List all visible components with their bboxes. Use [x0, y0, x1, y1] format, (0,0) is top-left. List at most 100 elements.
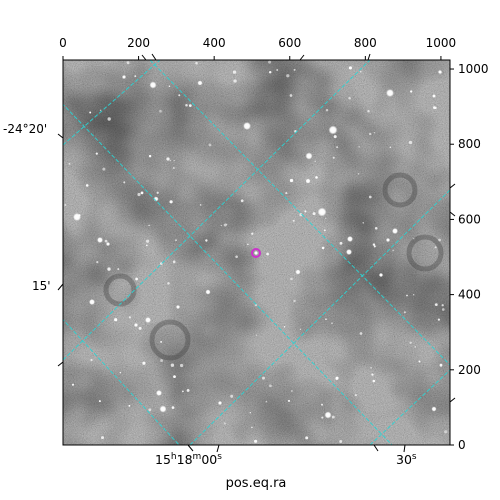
faint-star	[408, 140, 413, 145]
faint-star	[135, 277, 138, 281]
faint-star	[240, 199, 244, 203]
dark-patch	[149, 319, 191, 361]
faint-star	[205, 239, 208, 242]
faint-star	[126, 61, 130, 65]
grid-line	[63, 103, 393, 445]
faint-star	[359, 332, 363, 335]
star	[205, 289, 211, 295]
star	[295, 269, 301, 275]
faint-star	[98, 400, 101, 403]
faint-star	[368, 195, 372, 199]
faint-star	[134, 75, 137, 77]
faint-star	[406, 294, 408, 297]
faint-star	[90, 358, 93, 362]
faint-star	[180, 363, 184, 368]
star	[346, 249, 352, 255]
right-axis-tick-label: 200	[458, 363, 481, 377]
faint-star	[170, 363, 175, 367]
faint-star	[438, 238, 441, 242]
faint-star	[182, 390, 184, 393]
faint-star	[268, 70, 272, 74]
faint-star	[128, 404, 131, 407]
faint-star	[286, 74, 290, 78]
faint-star	[413, 238, 415, 240]
faint-star	[333, 135, 337, 139]
ra-label-151800: 15h18m00s	[155, 452, 222, 467]
faint-star	[362, 222, 364, 224]
faint-star	[331, 322, 333, 325]
star	[122, 75, 126, 79]
right-axis-tick-label: 800	[458, 137, 481, 151]
faint-star	[172, 260, 176, 264]
faint-star	[148, 154, 152, 158]
faint-star	[140, 191, 144, 195]
faint-star	[235, 255, 238, 259]
grid-line	[189, 189, 450, 445]
faint-star	[145, 239, 150, 243]
star	[392, 228, 398, 234]
star	[386, 89, 394, 97]
faint-star	[434, 246, 437, 249]
grid-line	[63, 60, 161, 146]
faint-star	[373, 132, 376, 134]
faint-star	[325, 318, 327, 320]
faint-star	[268, 60, 272, 64]
faint-star	[173, 159, 175, 162]
star	[431, 406, 437, 412]
faint-star	[418, 360, 421, 363]
faint-star	[348, 66, 352, 70]
faint-star	[101, 436, 104, 440]
faint-star	[374, 227, 378, 230]
faint-star	[199, 204, 202, 206]
faint-star	[160, 340, 163, 343]
faint-star	[172, 166, 175, 170]
star	[317, 207, 327, 217]
faint-star	[145, 244, 148, 247]
faint-star	[254, 303, 258, 307]
faint-star	[332, 156, 335, 159]
faint-star	[367, 109, 370, 113]
faint-star	[348, 97, 351, 100]
star	[106, 242, 110, 246]
faint-star	[358, 146, 360, 148]
faint-star	[255, 334, 258, 336]
faint-star	[186, 388, 190, 392]
star	[145, 317, 151, 323]
faint-star	[315, 176, 318, 179]
faint-star	[379, 273, 383, 277]
faint-star	[371, 373, 374, 376]
faint-star	[323, 229, 326, 232]
top-axis-tick-label: 400	[203, 36, 226, 50]
faint-star	[444, 430, 448, 434]
faint-star	[269, 384, 272, 388]
faint-star	[167, 282, 170, 285]
faint-star	[392, 249, 395, 252]
faint-star	[325, 217, 327, 220]
right-axis-tick-label: 0	[458, 438, 466, 452]
dec-label-20: -24°20'	[3, 122, 47, 136]
faint-star	[409, 341, 412, 344]
faint-star	[195, 61, 198, 65]
faint-star	[276, 69, 279, 71]
faint-star	[175, 239, 177, 241]
faint-star	[78, 214, 81, 217]
faint-star	[414, 346, 416, 348]
faint-star	[304, 210, 307, 213]
faint-star	[321, 403, 323, 406]
star	[305, 178, 311, 184]
faint-star	[148, 408, 152, 412]
faint-star	[292, 219, 295, 222]
faint-star	[173, 375, 176, 378]
faint-star	[220, 224, 222, 227]
top-pixel-axis: 0 200 400 600 800 1000	[59, 36, 456, 60]
faint-star	[171, 406, 175, 409]
target-marker	[251, 248, 261, 258]
faint-star	[169, 159, 171, 162]
faint-star	[169, 200, 173, 204]
faint-star	[123, 181, 126, 184]
faint-star	[68, 162, 71, 165]
star	[73, 213, 81, 221]
star	[89, 299, 95, 305]
grid-line	[149, 60, 450, 366]
